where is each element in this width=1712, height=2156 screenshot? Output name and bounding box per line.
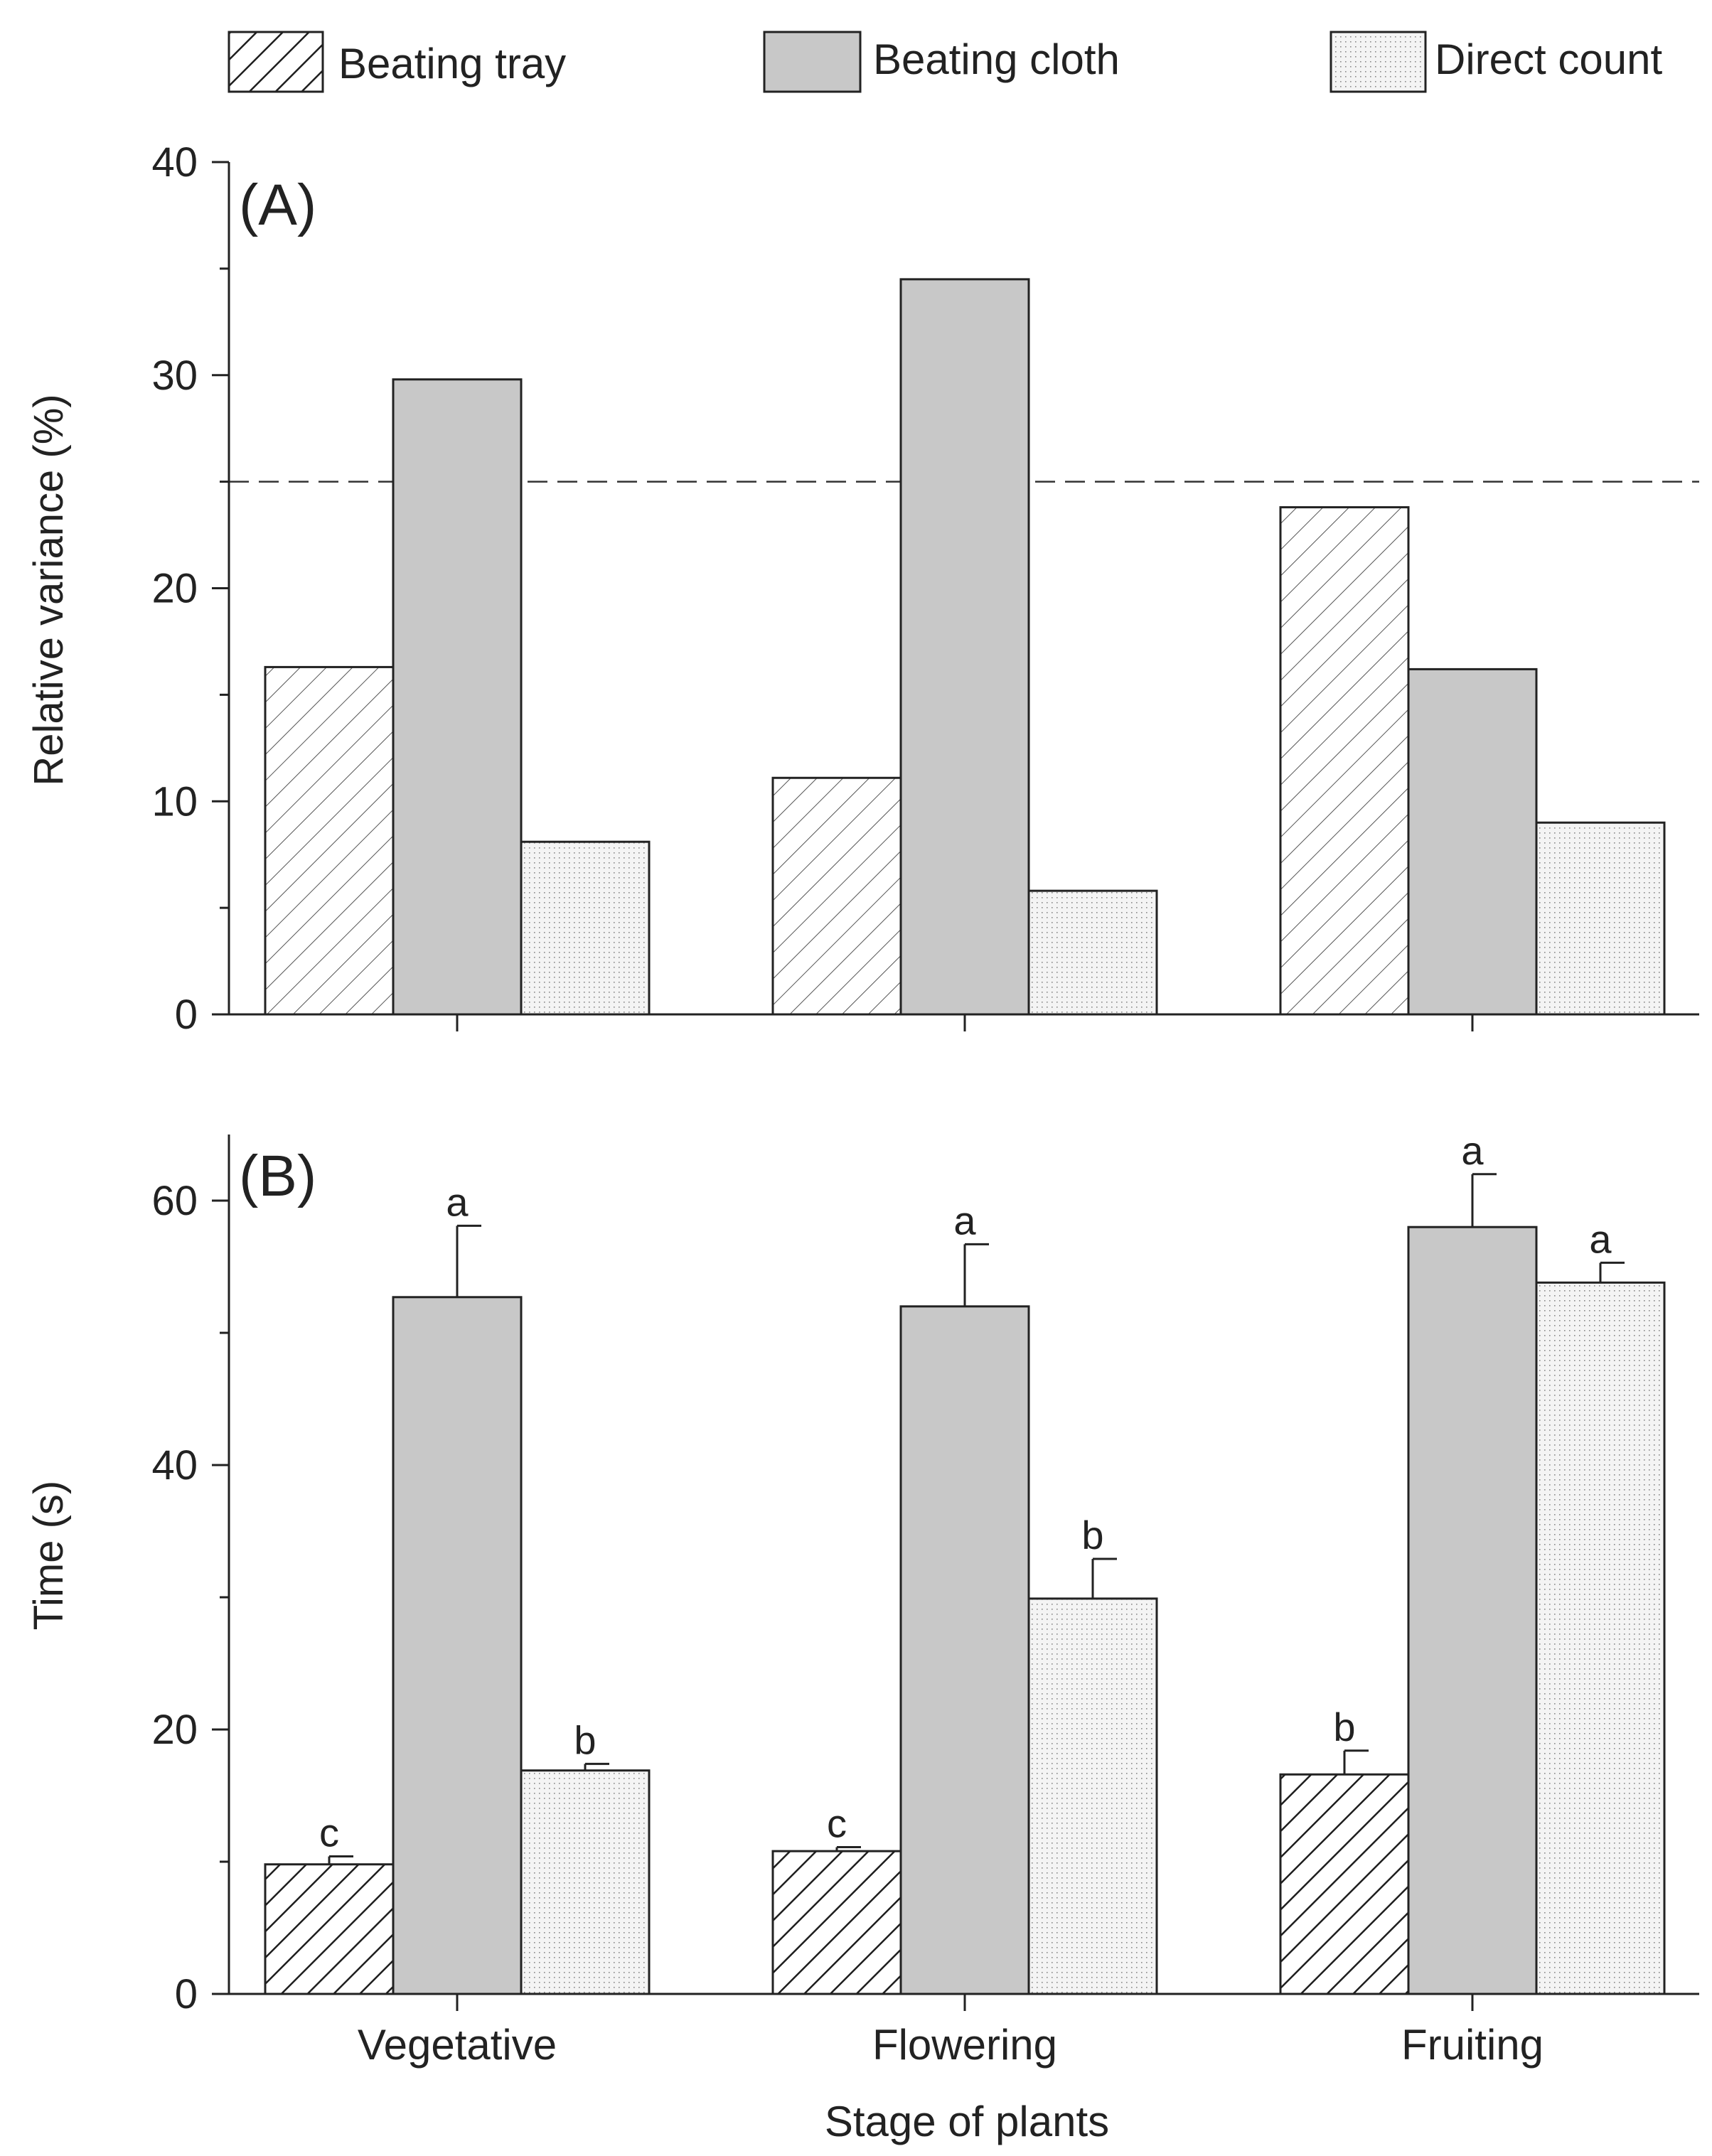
panel-b-bar-direct-count-vegetative: [520, 1769, 651, 1995]
panel-a-bar-beating-cloth-vegetative: [392, 378, 523, 1016]
panel-a-bar-direct-count-fruiting: [1535, 821, 1666, 1016]
panel-b-bar-beating-tray-vegetative: [264, 1863, 395, 1995]
x-axis-title: Stage of plants: [825, 2098, 1109, 2145]
panel-a-bar-beating-tray-fruiting: [1279, 506, 1410, 1016]
panel-a-bar-beating-tray-vegetative: [264, 665, 395, 1016]
legend-label-beating-cloth: Beating cloth: [873, 36, 1120, 83]
panel-b-bar-beating-cloth-fruiting: [1407, 1226, 1538, 1995]
panel-b-significance-letter-beating-cloth-fruiting: a: [1461, 1128, 1484, 1173]
panel-a-bar-beating-tray-flowering: [771, 776, 902, 1016]
panel-b-significance-letter-beating-tray-vegetative: c: [319, 1811, 339, 1855]
panel-b-label: (B): [239, 1144, 316, 1208]
panel-a-bar-beating-cloth-flowering: [899, 278, 1030, 1016]
panel-a-bar-direct-count-flowering: [1027, 889, 1158, 1016]
panel-b-y-axis-title: Time (s): [26, 1481, 72, 1630]
panel-b-y-tick-label-60: 60: [151, 1178, 198, 1224]
panel-b-x-tick-label-flowering: Flowering: [872, 2021, 1057, 2069]
legend-swatch-direct-count: [1330, 31, 1427, 93]
panel-a-label: (A): [239, 173, 316, 237]
legend-swatch-beating-cloth: [763, 31, 862, 93]
panel-a-y-axis-title: Relative variance (%): [26, 394, 72, 785]
legend-item-direct-count: Direct count: [1330, 31, 1662, 93]
panel-a-y-tick-label-20: 20: [151, 566, 198, 612]
panel-a-y-tick-label-10: 10: [151, 778, 198, 825]
panel-b-bar-beating-cloth-vegetative: [392, 1296, 523, 1995]
panel-a-marks: 0 10 20 30 40: [151, 139, 1699, 1038]
legend-label-direct-count: Direct count: [1435, 36, 1662, 83]
panel-b-bar-beating-cloth-flowering: [899, 1305, 1030, 1995]
legend-swatch-beating-tray: [228, 31, 324, 93]
panel-b-x-tick-label-vegetative: Vegetative: [358, 2021, 557, 2069]
panel-b-significance-letter-direct-count-flowering: b: [1081, 1513, 1103, 1557]
panel-b-x-tick-label-fruiting: Fruiting: [1401, 2021, 1544, 2069]
panel-b: (B) Time (s) c a b Vegetative c a b Flowering b a…: [26, 1128, 1699, 2069]
legend: Beating tray Beating cloth Direct count: [228, 31, 1662, 93]
panel-b-marks: c a b Vegetative c a b Flowering b a a Fruiting 0 20 4…: [151, 1128, 1699, 2069]
legend-item-beating-cloth: Beating cloth: [763, 31, 1120, 93]
panel-b-y-tick-label-20: 20: [151, 1707, 198, 1753]
panel-a-bar-direct-count-vegetative: [520, 840, 651, 1016]
panel-b-bar-direct-count-flowering: [1027, 1597, 1158, 1995]
panel-a-bar-beating-cloth-fruiting: [1407, 667, 1538, 1016]
panel-b-significance-letter-direct-count-fruiting: a: [1589, 1216, 1612, 1261]
panel-a-y-tick-label-30: 30: [151, 353, 198, 399]
panel-b-y-tick-label-40: 40: [151, 1442, 198, 1489]
panel-b-bar-beating-tray-flowering: [771, 1850, 902, 1995]
panel-a: (A) Relative variance (%) 0 10 20 30 40: [26, 139, 1699, 1038]
panel-b-significance-letter-beating-tray-fruiting: b: [1333, 1705, 1355, 1749]
legend-label-beating-tray: Beating tray: [338, 40, 566, 87]
panel-b-y-tick-label-0: 0: [175, 1971, 198, 2017]
panel-a-y-tick-label-0: 0: [175, 992, 198, 1038]
panel-b-significance-letter-beating-tray-flowering: c: [827, 1801, 847, 1846]
panel-a-y-tick-label-40: 40: [151, 139, 198, 186]
panel-b-significance-letter-beating-cloth-flowering: a: [953, 1198, 976, 1243]
panel-b-significance-letter-direct-count-vegetative: b: [574, 1717, 596, 1762]
legend-item-beating-tray: Beating tray: [228, 31, 566, 93]
panel-b-bar-beating-tray-fruiting: [1279, 1773, 1410, 1995]
panel-b-significance-letter-beating-cloth-vegetative: a: [446, 1179, 469, 1224]
panel-b-bar-direct-count-fruiting: [1535, 1281, 1666, 1995]
